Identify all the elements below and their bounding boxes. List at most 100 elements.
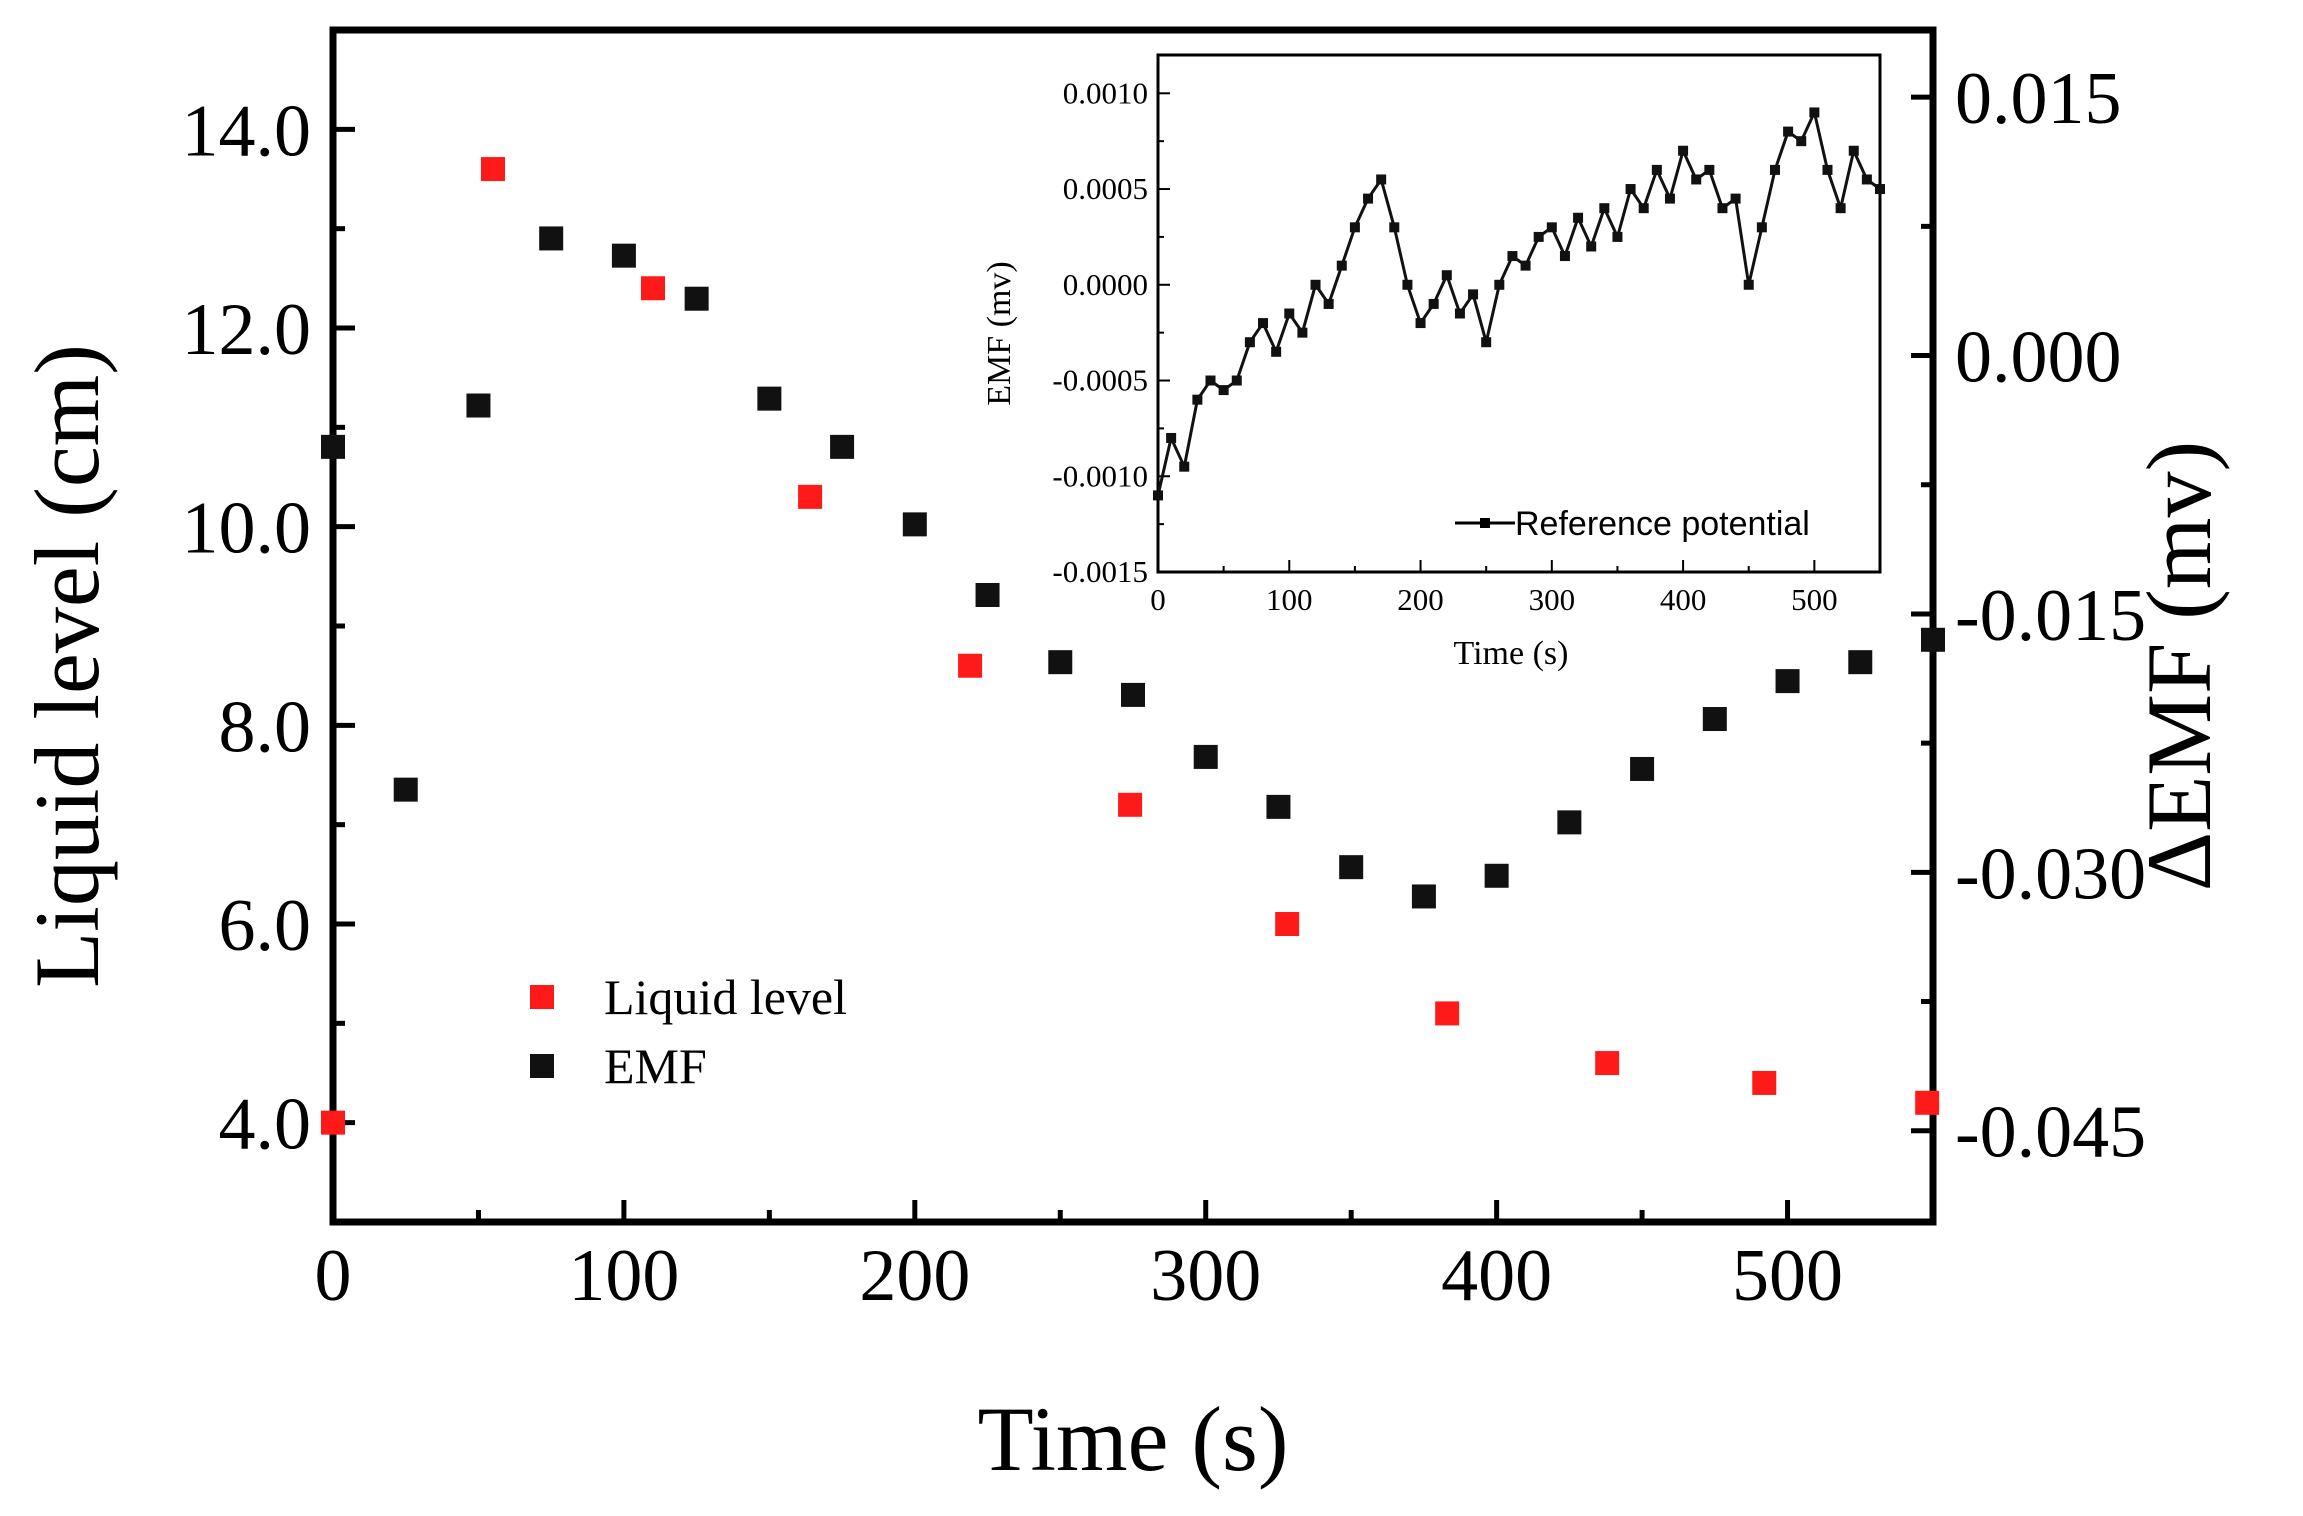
liquid-level-point [798,484,823,509]
emf-point [1921,627,1945,652]
inset-x-tick-label: 0 [1150,582,1166,617]
inset-point [1573,212,1584,223]
inset-point [1153,490,1163,501]
inset-x-axis-title: Time (s) [1454,635,1569,672]
inset-point [1192,394,1203,405]
emf-point [1411,884,1436,909]
inset-point [1743,279,1754,290]
liquid-level-point [481,157,505,182]
inset-point [1599,203,1610,214]
emf-point [1266,794,1291,819]
liquid-level-point [1435,1001,1460,1026]
emf-point [975,582,1000,607]
inset-point [1809,107,1820,118]
inset-point [1638,203,1649,214]
inset-point [1231,375,1242,386]
emf-point [757,386,782,411]
inset-point [1559,251,1570,262]
emf-point [1557,810,1582,835]
inset-x-tick-label: 200 [1397,582,1444,617]
y-tick-label: 14.0 [182,90,312,172]
liquid-level-point [641,276,665,301]
liquid-level-point [1752,1070,1777,1095]
inset-point [1520,260,1531,271]
inset-x-tick-label: 300 [1529,582,1576,617]
emf-point [1630,756,1655,781]
y-tick-label: 10.0 [182,488,312,570]
emf-point [684,286,709,311]
inset-point [1796,136,1807,147]
inset-point [1244,337,1255,348]
inset-x-tick-label: 400 [1660,582,1707,617]
y2-tick-label: -0.015 [1955,575,2146,657]
inset-point [1612,231,1623,242]
inset-point [1822,164,1833,175]
emf-point [393,777,418,802]
inset-point [1218,385,1229,396]
emf-point [1775,669,1800,694]
emf-point [611,243,636,268]
inset-point [1691,174,1702,185]
inset-point [1756,222,1767,233]
y-tick-label: 12.0 [182,289,312,371]
inset-x-tick-label: 500 [1791,582,1838,617]
emf-point [1193,744,1218,769]
inset-point [1717,203,1728,214]
x-tick-label: 500 [1732,1235,1843,1317]
legend-marker [530,985,554,1009]
inset-point [1389,222,1400,233]
inset-point [1651,164,1662,175]
legend-label: EMF [604,1038,707,1094]
y-tick-label: 8.0 [219,686,312,768]
inset-plot: 0 100 200 300 400 500 -0.0015 -0.0010 -0.0005 0.0… [981,53,1885,672]
inset-point [1664,193,1675,204]
inset-point [1730,193,1741,204]
x-axis-title: Time (s) [978,1388,1289,1490]
y-axis-title: Liquid level (cm) [16,344,118,988]
x-tick-label: 0 [315,1235,352,1317]
y2-tick-label: 0.000 [1955,317,2122,399]
inset-point [1349,222,1360,233]
inset-y-tick-label: -0.0010 [1052,458,1148,493]
liquid-level-point [321,1110,345,1135]
inset-point [1441,270,1452,281]
inset-frame [1156,53,1882,574]
emf-point [539,226,564,251]
y2-tick-label: -0.045 [1955,1092,2146,1174]
inset-point [1678,145,1689,156]
liquid-level-point [1118,792,1143,817]
inset-y-axis-title: EMF (mv) [981,261,1018,406]
inset-point [1402,279,1413,290]
inset-point [1166,432,1177,443]
liquid-level-point [1595,1051,1620,1076]
x-tick-label: 100 [568,1235,679,1317]
emf-point [466,393,491,418]
liquid-level-point [1275,912,1300,936]
inset-y-tick-label: 0.0000 [1063,267,1148,302]
emf-point [1484,863,1509,888]
inset-point [1704,164,1715,175]
emf-point [902,512,927,537]
main-plot: 0 100 200 300 400 500 4.0 6.0 8.0 10.0 12.0 14.0 -0.… [16,26,2230,1490]
y2-tick-label: -0.030 [1955,833,2146,915]
inset-point [1415,318,1426,329]
emf-point [1048,650,1073,675]
inset-point [1625,184,1636,195]
inset-point [1861,174,1872,185]
inset-point [1376,174,1387,185]
inset-point [1494,279,1505,290]
emf-point [1702,707,1727,732]
inset-y-tick-label: 0.0010 [1063,75,1148,110]
inset-point [1336,260,1347,271]
inset-y-tick-label: -0.0015 [1052,554,1148,589]
x-tick-label: 400 [1441,1235,1552,1317]
inset-series-line [1156,107,1881,496]
inset-point [1454,308,1465,319]
inset-point [1481,337,1492,348]
inset-point [1848,145,1859,156]
inset-point [1323,298,1334,309]
inset-point [1258,318,1269,329]
inset-point [1297,327,1308,338]
x-tick-label: 200 [859,1235,970,1317]
